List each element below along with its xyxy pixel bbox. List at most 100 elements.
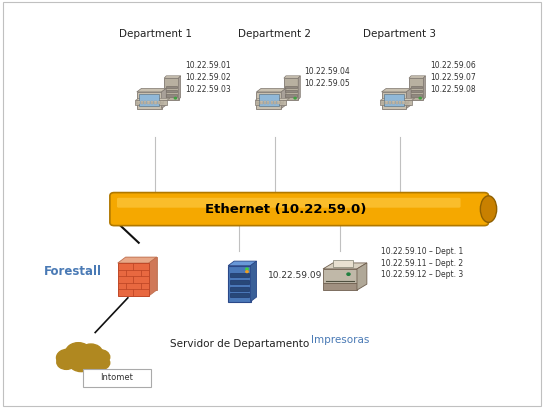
Text: Ethernet (10.22.59.0): Ethernet (10.22.59.0) [205,203,366,215]
Text: Impresoras: Impresoras [311,335,369,345]
FancyBboxPatch shape [384,94,404,106]
Circle shape [79,344,102,361]
FancyBboxPatch shape [395,102,398,103]
FancyBboxPatch shape [147,101,150,102]
Text: 10.22.59.04
10.22.59.05: 10.22.59.04 10.22.59.05 [305,67,350,88]
Circle shape [57,355,76,369]
Polygon shape [162,89,166,109]
FancyBboxPatch shape [270,103,273,104]
FancyBboxPatch shape [399,102,401,103]
FancyBboxPatch shape [281,102,283,103]
Polygon shape [406,89,411,109]
Text: 10.22.59.06
10.22.59.07
10.22.59.08: 10.22.59.06 10.22.59.07 10.22.59.08 [430,61,475,94]
Ellipse shape [480,196,497,222]
Polygon shape [118,263,149,296]
FancyBboxPatch shape [228,266,251,302]
FancyBboxPatch shape [409,78,423,100]
FancyBboxPatch shape [166,94,177,97]
Polygon shape [333,259,353,267]
Polygon shape [323,269,357,283]
FancyBboxPatch shape [274,102,276,103]
FancyBboxPatch shape [381,92,406,109]
Polygon shape [251,261,257,302]
FancyBboxPatch shape [158,103,160,104]
Circle shape [66,343,91,361]
FancyBboxPatch shape [403,101,405,102]
FancyBboxPatch shape [382,103,385,104]
Text: 10.22.59.09: 10.22.59.09 [268,271,322,280]
FancyBboxPatch shape [395,101,398,102]
Polygon shape [409,76,425,78]
Polygon shape [228,261,257,266]
FancyBboxPatch shape [257,101,259,102]
FancyBboxPatch shape [230,293,249,297]
FancyBboxPatch shape [286,86,296,88]
FancyBboxPatch shape [255,100,287,104]
FancyBboxPatch shape [137,92,162,109]
Polygon shape [423,76,425,100]
Circle shape [246,268,248,270]
FancyBboxPatch shape [406,102,408,103]
FancyBboxPatch shape [389,101,391,102]
FancyBboxPatch shape [261,103,263,104]
Polygon shape [126,257,157,290]
FancyBboxPatch shape [161,103,163,104]
FancyBboxPatch shape [230,273,249,277]
Polygon shape [281,89,286,109]
Circle shape [57,349,79,366]
Text: Department 1: Department 1 [119,29,191,39]
FancyBboxPatch shape [389,103,391,104]
FancyBboxPatch shape [230,280,249,284]
Polygon shape [135,98,170,100]
FancyBboxPatch shape [267,103,269,104]
Polygon shape [118,257,157,263]
FancyBboxPatch shape [161,101,163,102]
FancyBboxPatch shape [392,101,394,102]
Polygon shape [255,98,289,100]
Polygon shape [178,76,181,100]
FancyBboxPatch shape [386,103,388,104]
FancyBboxPatch shape [158,102,160,103]
FancyBboxPatch shape [151,103,153,104]
Text: Department 2: Department 2 [238,29,311,39]
FancyBboxPatch shape [158,101,160,102]
Polygon shape [323,263,367,269]
FancyBboxPatch shape [380,100,412,104]
FancyBboxPatch shape [399,101,401,102]
FancyBboxPatch shape [264,102,266,103]
FancyBboxPatch shape [267,102,269,103]
FancyBboxPatch shape [135,100,167,104]
Circle shape [294,98,296,99]
Polygon shape [323,283,357,290]
FancyBboxPatch shape [267,101,269,102]
FancyBboxPatch shape [261,102,263,103]
FancyBboxPatch shape [141,103,143,104]
FancyBboxPatch shape [264,103,266,104]
FancyBboxPatch shape [277,102,280,103]
FancyBboxPatch shape [277,101,280,102]
FancyBboxPatch shape [259,94,279,106]
FancyBboxPatch shape [137,102,140,103]
FancyBboxPatch shape [154,102,157,103]
FancyBboxPatch shape [117,198,461,208]
Polygon shape [381,89,411,92]
FancyBboxPatch shape [110,193,489,226]
FancyBboxPatch shape [411,90,422,93]
Circle shape [419,98,421,99]
Polygon shape [284,76,300,78]
FancyBboxPatch shape [261,101,263,102]
FancyBboxPatch shape [257,102,259,103]
FancyBboxPatch shape [281,101,283,102]
Circle shape [81,356,101,372]
FancyBboxPatch shape [147,102,150,103]
FancyBboxPatch shape [141,102,143,103]
FancyBboxPatch shape [382,101,385,102]
FancyBboxPatch shape [144,103,146,104]
Text: Intomet: Intomet [101,373,133,382]
Polygon shape [357,263,367,290]
Circle shape [347,273,350,275]
FancyBboxPatch shape [399,103,401,104]
FancyBboxPatch shape [277,103,280,104]
FancyBboxPatch shape [411,86,422,88]
Text: 10.22.59.01
10.22.59.02
10.22.59.03: 10.22.59.01 10.22.59.02 10.22.59.03 [185,61,231,94]
